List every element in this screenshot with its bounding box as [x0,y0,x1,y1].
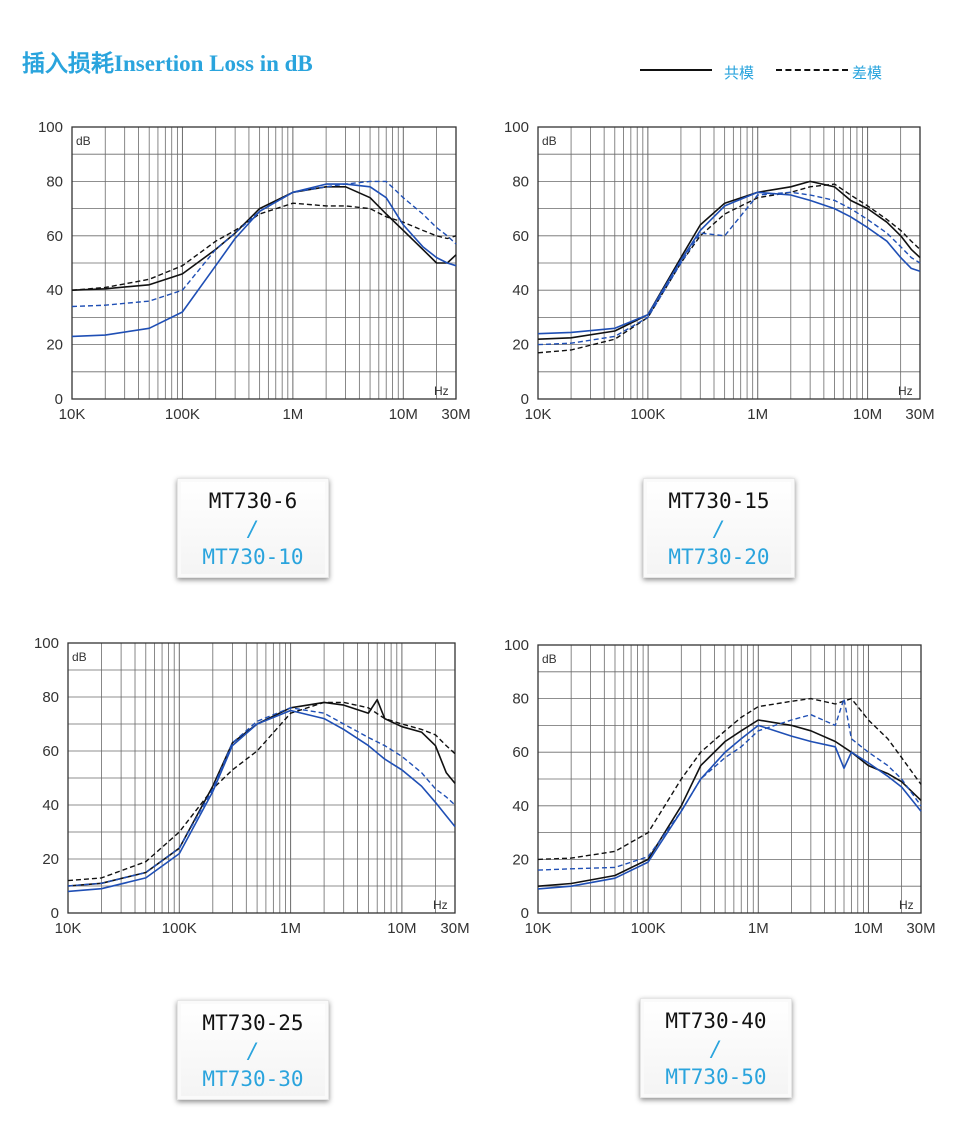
x-tick-label: 1M [748,920,769,937]
y-tick-label: 80 [46,173,63,190]
series-line-blue-solid [71,183,457,338]
y-tick-label: 20 [42,851,59,868]
frequency-unit-label: Hz [434,384,449,398]
y-tick-label: 100 [34,635,59,652]
x-tick-label: 10K [525,920,552,937]
unit-label: dB [542,652,557,666]
model-separator: / [712,517,726,541]
series-line-blue-dashed [67,707,456,887]
series-line-black-dashed [67,701,456,882]
frequency-unit-label: Hz [898,384,913,398]
x-tick-label: 10K [525,406,552,423]
legend-common-mode-line [640,69,712,71]
model-name-secondary: MT730-20 [668,545,770,569]
y-tick-label: 40 [46,282,63,299]
y-tick-label: 100 [38,119,63,136]
x-tick-label: 100K [631,920,666,937]
y-tick-label: 80 [512,691,529,708]
legend-differential-mode-line [776,69,848,71]
y-tick-label: 60 [46,228,63,245]
frequency-unit-label: Hz [899,898,914,912]
y-tick-label: 40 [42,797,59,814]
model-name-primary: MT730-15 [668,489,770,513]
y-tick-label: 0 [521,905,529,922]
x-tick-label: 10K [59,406,86,423]
model-label-box-4: MT730-40 / MT730-50 [640,998,792,1098]
x-tick-label: 10K [55,920,82,937]
y-tick-label: 80 [512,173,529,190]
series-line-black-solid [71,186,457,291]
x-tick-label: 30M [440,920,469,937]
series-line-blue-solid [537,191,921,335]
model-label-box-3: MT730-25 / MT730-30 [177,1000,329,1100]
y-tick-label: 60 [512,228,529,245]
model-label-box-1: MT730-6 / MT730-10 [177,478,329,578]
x-tick-label: 100K [162,920,197,937]
y-tick-label: 0 [51,905,59,922]
page-title: 插入损耗Insertion Loss in dB [22,51,313,76]
legend-common-mode-label: 共模 [724,65,755,82]
model-separator: / [246,517,260,541]
frequency-unit-label: Hz [433,898,448,912]
model-name-secondary: MT730-30 [202,1067,304,1091]
series-line-black-dashed [537,183,921,354]
y-tick-label: 0 [55,391,63,408]
grid [537,645,922,913]
model-label-box-2: MT730-15 / MT730-20 [643,478,795,578]
x-tick-label: 10M [854,920,883,937]
grid [67,643,456,913]
grid [71,127,457,399]
model-name-primary: MT730-6 [208,489,298,513]
y-tick-label: 0 [521,391,529,408]
model-name-primary: MT730-40 [665,1009,767,1033]
model-name-primary: MT730-25 [202,1011,304,1035]
x-tick-label: 30M [906,920,935,937]
legend-differential-mode-label: 差模 [852,65,883,82]
x-tick-label: 30M [441,406,470,423]
x-tick-label: 10M [853,406,882,423]
legend: 共模 差模 [640,60,900,84]
x-tick-label: 1M [282,406,303,423]
y-tick-label: 100 [504,637,529,654]
model-name-secondary: MT730-50 [665,1065,767,1089]
model-separator: / [709,1037,723,1061]
y-tick-label: 40 [512,282,529,299]
series-line-blue-dashed [71,180,457,308]
y-tick-label: 80 [42,689,59,706]
plot-frame [67,642,456,914]
x-tick-label: 10M [389,406,418,423]
plot-frame [537,644,922,914]
x-tick-label: 30M [905,406,934,423]
model-name-secondary: MT730-10 [202,545,304,569]
unit-label: dB [542,134,557,148]
x-tick-label: 1M [747,406,768,423]
y-tick-label: 20 [512,851,529,868]
y-tick-label: 40 [512,798,529,815]
y-tick-label: 20 [46,337,63,354]
model-separator: / [246,1039,260,1063]
y-tick-label: 60 [42,743,59,760]
x-tick-label: 100K [630,406,665,423]
y-tick-label: 20 [512,337,529,354]
series-line-blue-solid [67,709,456,893]
y-tick-label: 60 [512,744,529,761]
x-tick-label: 100K [165,406,200,423]
series-line-black-dashed [537,697,922,861]
grid [537,127,921,399]
series-line-black-dashed [71,202,457,291]
unit-label: dB [76,134,91,148]
unit-label: dB [72,650,87,664]
series-line-black-solid [537,180,921,340]
plot-frame [71,126,457,400]
x-tick-label: 1M [280,920,301,937]
y-tick-label: 100 [504,119,529,136]
series-line-blue-dashed [537,697,922,871]
x-tick-label: 10M [387,920,416,937]
series-line-blue-solid [537,724,922,890]
